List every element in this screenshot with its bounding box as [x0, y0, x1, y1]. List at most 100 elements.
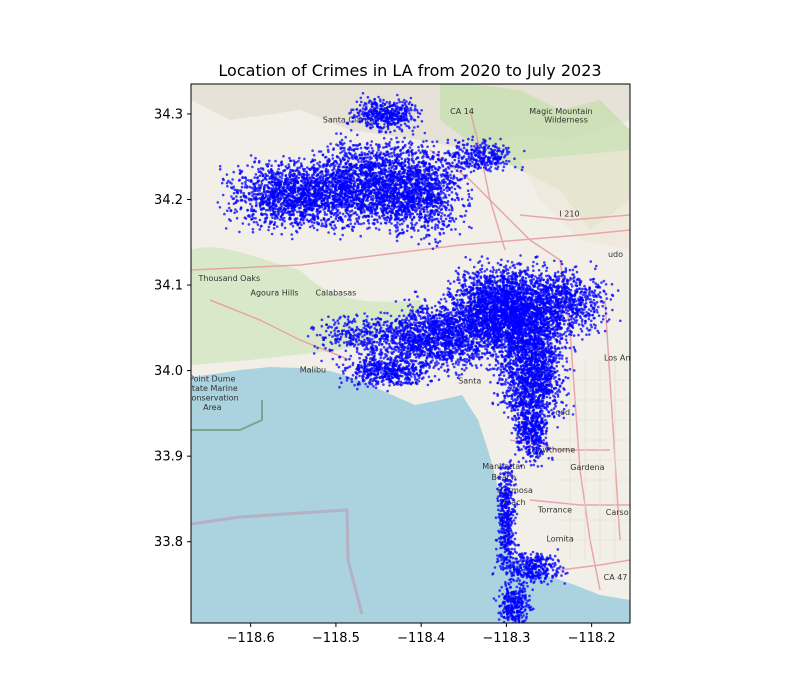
crime-point: [292, 206, 296, 209]
crime-point: [401, 104, 405, 108]
crime-point: [280, 213, 284, 217]
crime-point: [362, 222, 366, 225]
crime-point: [354, 206, 357, 209]
crime-point: [318, 181, 322, 184]
crime-point: [438, 194, 441, 197]
crime-point: [342, 165, 346, 168]
crime-point: [295, 180, 299, 183]
crime-point: [389, 104, 392, 108]
crime-point: [402, 231, 406, 234]
map-label: Magic Mountain: [529, 107, 592, 116]
crime-point: [334, 217, 338, 221]
crime-point: [423, 216, 426, 220]
crime-point: [408, 175, 412, 178]
crime-point: [447, 167, 451, 170]
crime-point: [423, 225, 426, 228]
crime-point: [303, 199, 306, 203]
crime-point: [293, 163, 296, 167]
crime-point: [280, 180, 284, 183]
crime-point: [350, 209, 354, 212]
crime-point: [421, 207, 425, 211]
crime-point: [366, 162, 370, 166]
crime-point: [385, 106, 389, 110]
crime-point: [258, 205, 262, 208]
crime-point: [406, 160, 410, 164]
crime-point: [310, 193, 313, 197]
crime-point: [259, 225, 263, 228]
crime-point: [359, 116, 362, 120]
crime-point: [442, 178, 446, 181]
crime-point: [496, 155, 500, 158]
crime-point: [278, 218, 282, 221]
crime-point: [351, 204, 355, 208]
crime-point: [339, 160, 343, 163]
crime-point: [333, 204, 336, 208]
crime-point: [401, 100, 404, 104]
crime-point: [271, 177, 274, 181]
crime-point: [383, 162, 387, 165]
crime-point: [390, 170, 394, 174]
crime-point: [415, 164, 418, 168]
crime-point: [386, 143, 389, 146]
crime-point: [371, 125, 375, 129]
crime-point: [284, 165, 288, 168]
crime-point: [265, 201, 269, 204]
crime-point: [250, 191, 253, 194]
crime-point: [331, 157, 335, 160]
crime-point: [297, 188, 300, 192]
crime-point: [388, 186, 392, 190]
crime-point: [388, 120, 391, 124]
crime-point: [224, 227, 228, 230]
crime-point: [293, 221, 297, 224]
crime-point: [360, 167, 364, 170]
crime-point: [235, 216, 239, 220]
map-label: CA 47: [604, 573, 628, 582]
crime-point: [250, 205, 254, 208]
crime-point: [343, 176, 347, 180]
crime-point: [496, 167, 499, 171]
crime-point: [428, 169, 431, 172]
crime-point: [318, 197, 321, 200]
crime-point: [463, 176, 467, 180]
crime-point: [318, 171, 322, 174]
crime-point: [242, 191, 245, 195]
crime-point: [363, 209, 366, 212]
crime-point: [376, 125, 379, 128]
crime-point: [443, 152, 447, 155]
crime-point: [310, 220, 314, 224]
crime-point: [316, 162, 319, 165]
crime-point: [410, 143, 413, 147]
crime-point: [298, 166, 302, 169]
crime-point: [389, 130, 392, 134]
crime-point: [346, 122, 350, 126]
crime-point: [273, 217, 277, 220]
crime-point: [418, 160, 421, 164]
crime-point: [449, 204, 453, 207]
crime-point: [264, 172, 267, 176]
crime-point: [329, 174, 333, 178]
map-label: Gardena: [570, 463, 604, 472]
crime-point: [364, 205, 367, 208]
crime-point: [267, 194, 271, 197]
crime-point: [390, 155, 394, 158]
crime-point: [251, 214, 254, 218]
crime-point: [293, 187, 296, 190]
crime-point: [373, 188, 376, 192]
crime-point: [221, 193, 225, 197]
crime-point: [341, 169, 344, 173]
crime-point: [338, 184, 342, 188]
crime-point: [374, 227, 378, 230]
crime-point: [240, 182, 244, 185]
crime-point: [308, 225, 312, 229]
crime-point: [311, 173, 314, 177]
crime-point: [460, 156, 463, 159]
crime-point: [426, 214, 430, 217]
crime-point: [324, 220, 328, 224]
crime-point: [317, 150, 321, 153]
crime-point: [400, 118, 403, 122]
crime-point: [329, 215, 333, 219]
crime-point: [375, 177, 378, 181]
crime-point: [502, 165, 506, 169]
crime-point: [359, 189, 362, 192]
crime-point: [460, 215, 464, 218]
